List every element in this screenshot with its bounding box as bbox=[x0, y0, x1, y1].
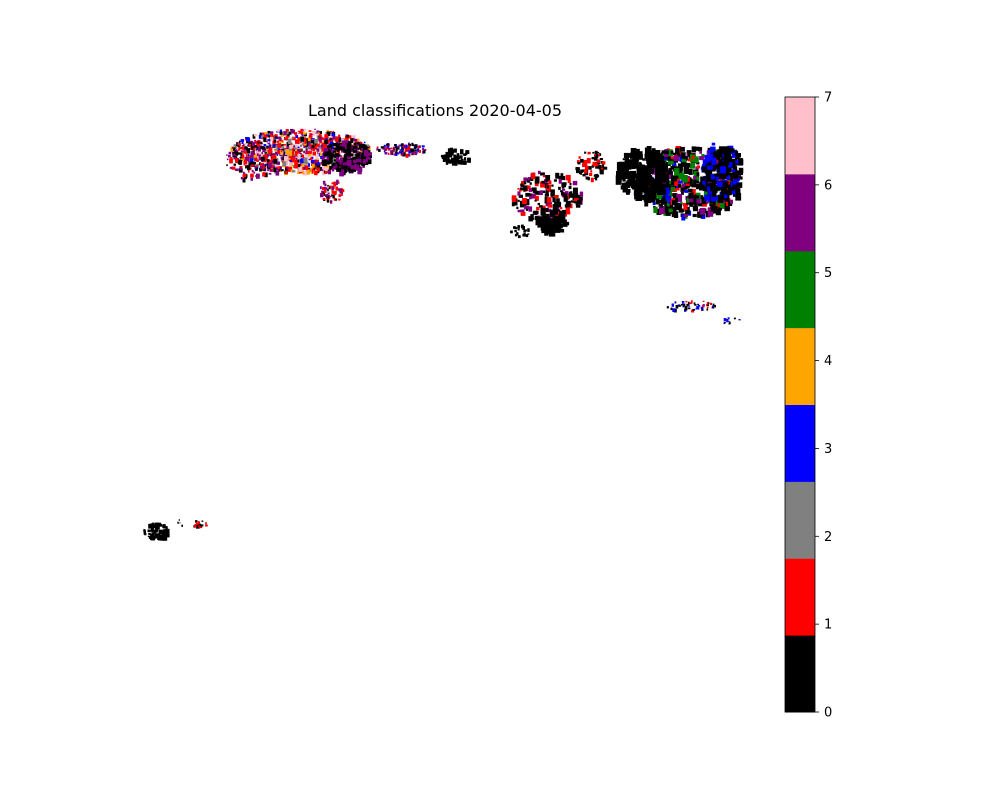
colorbar-tick-label-0: 0 bbox=[824, 706, 832, 721]
colorbar-tick-label-3: 3 bbox=[824, 442, 832, 457]
colorbar-segment-3 bbox=[785, 404, 815, 482]
colorbar-tick-label-2: 2 bbox=[824, 530, 832, 545]
colorbar-segment-6 bbox=[785, 173, 815, 252]
colorbar-segment-4 bbox=[785, 327, 815, 406]
colorbar-frame bbox=[784, 96, 816, 713]
colorbar-tick-label-7: 7 bbox=[824, 91, 832, 106]
colorbar-tick-label-1: 1 bbox=[824, 618, 832, 633]
colorbar-tick-label-6: 6 bbox=[824, 178, 832, 193]
colorbar-segment-0 bbox=[785, 635, 815, 713]
map-title: Land classifications 2020-04-05 bbox=[308, 101, 562, 120]
colorbar: 0 1 2 3 4 5 6 7 bbox=[784, 91, 832, 721]
colorbar-segment-5 bbox=[785, 250, 815, 329]
colorbar-segment-7 bbox=[785, 97, 815, 175]
colorbar-tick-label-4: 4 bbox=[824, 354, 832, 369]
colorbar-tick-label-5: 5 bbox=[824, 266, 832, 281]
colorbar-segment-1 bbox=[785, 558, 815, 636]
map-raster bbox=[143, 128, 744, 541]
colorbar-segment-2 bbox=[785, 481, 815, 559]
